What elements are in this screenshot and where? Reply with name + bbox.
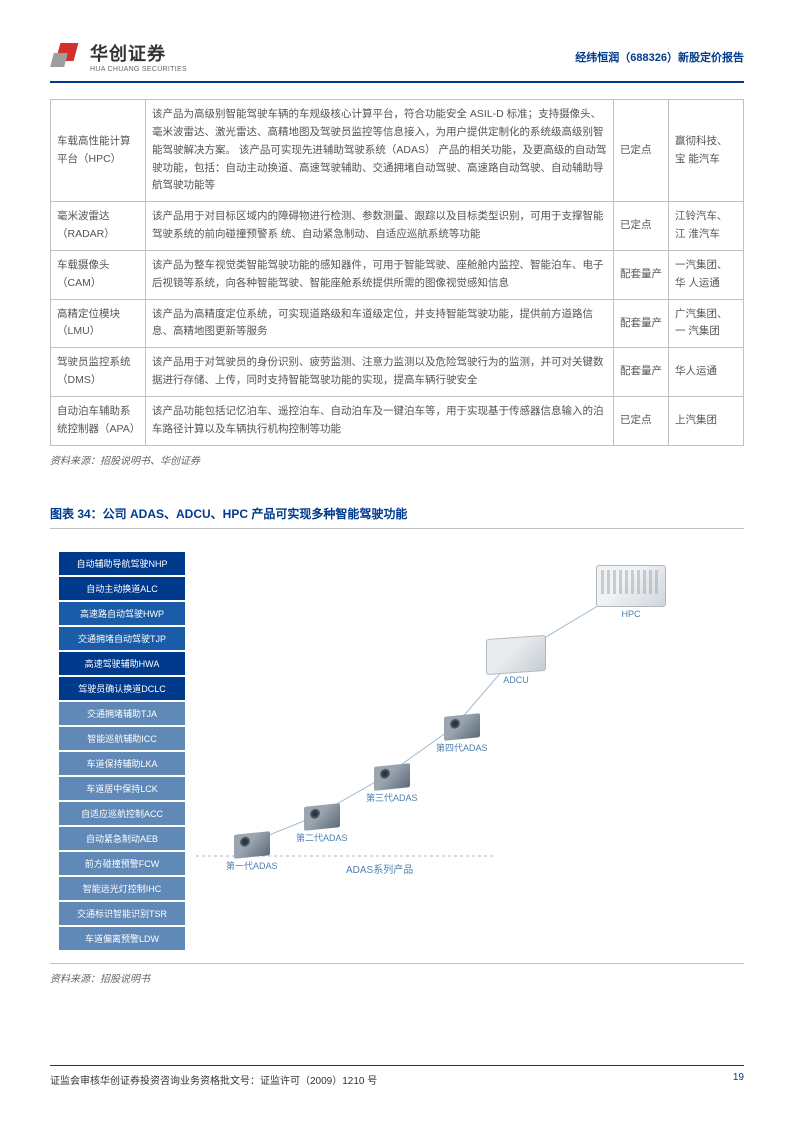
table-cell: 上汽集团 [669,396,744,445]
product-label: ADCU [503,675,529,685]
product-label: 第四代ADAS [436,741,488,754]
product-node-adas3: 第三代ADAS [366,765,418,804]
feature-item: 自动主动换道ALC [58,576,186,601]
feature-list: 自动辅助导航驾驶NHP自动主动换道ALC高速路自动驾驶HWP交通拥堵自动驾驶TJ… [58,551,186,951]
logo-cn: 华创证券 [90,40,187,66]
product-diagram: 第一代ADAS 第二代ADAS 第三代ADAS 第四代ADAS ADCU HPC ADAS系… [196,551,736,881]
product-label: 第三代ADAS [366,791,418,804]
header-divider [50,81,744,83]
feature-item: 驾驶员确认换道DCLC [58,676,186,701]
table-cell: 毫米波雷达（RADAR） [51,202,146,251]
table-cell: 广汽集团、一 汽集团 [669,299,744,348]
report-title: 经纬恒润（688326）新股定价报告 [575,49,744,65]
table-cell: 已定点 [614,100,669,202]
table-cell: 该产品用于对目标区域内的障碍物进行检测、参数测量、跟踪以及目标类型识别，可用于支… [146,202,614,251]
table-row: 高精定位模块（LMU）该产品为高精度定位系统，可实现道路级和车道级定位，并支持智… [51,299,744,348]
table-cell: 配套量产 [614,250,669,299]
product-label: HPC [621,609,640,619]
table-cell: 该产品功能包括记忆泊车、遥控泊车、自动泊车及一键泊车等，用于实现基于传感器信息输… [146,396,614,445]
product-node-adas1: 第一代ADAS [226,833,278,872]
product-label: 第一代ADAS [226,859,278,872]
feature-item: 前方碰撞预警FCW [58,851,186,876]
product-node-adas2: 第二代ADAS [296,805,348,844]
table-row: 自动泊车辅助系统控制器（APA）该产品功能包括记忆泊车、遥控泊车、自动泊车及一键… [51,396,744,445]
hpc-icon [596,565,666,607]
footer-text: 证监会审核华创证券投资咨询业务资格批文号：证监许可（2009）1210 号 [50,1072,377,1087]
table-cell: 自动泊车辅助系统控制器（APA） [51,396,146,445]
series-label: ADAS系列产品 [346,861,413,876]
feature-item: 智能远光灯控制IHC [58,876,186,901]
feature-item: 车道偏离预警LDW [58,926,186,951]
table-row: 车载高性能计算平台（HPC）该产品为高级别智能驾驶车辆的车规级核心计算平台，符合… [51,100,744,202]
table-cell: 已定点 [614,396,669,445]
feature-item: 车道居中保持LCK [58,776,186,801]
logo-area: 华创证券 HUA CHUANG SECURITIES [50,40,187,73]
products-table: 车载高性能计算平台（HPC）该产品为高级别智能驾驶车辆的车规级核心计算平台，符合… [50,99,744,446]
feature-item: 交通标识智能识别TSR [58,901,186,926]
page-number: 19 [733,1072,744,1087]
table-cell: 配套量产 [614,299,669,348]
adas-icon [234,831,270,859]
table-cell: 高精定位模块（LMU） [51,299,146,348]
feature-item: 高速驾驶辅助HWA [58,651,186,676]
table-cell: 赢彻科技、宝 能汽车 [669,100,744,202]
product-node-hpc: HPC [596,565,666,619]
feature-item: 车道保持辅助LKA [58,751,186,776]
table-cell: 已定点 [614,202,669,251]
logo-en: HUA CHUANG SECURITIES [90,66,187,73]
table-cell: 车载高性能计算平台（HPC） [51,100,146,202]
table-cell: 该产品为高级别智能驾驶车辆的车规级核心计算平台，符合功能安全 ASIL-D 标准… [146,100,614,202]
table-cell: 该产品用于对驾驶员的身份识别、疲劳监测、注意力监测以及危险驾驶行为的监测，并可对… [146,348,614,397]
feature-item: 交通拥堵自动驾驶TJP [58,626,186,651]
table-row: 毫米波雷达（RADAR）该产品用于对目标区域内的障碍物进行检测、参数测量、跟踪以… [51,202,744,251]
chart-source: 资料来源：招股说明书 [50,970,744,985]
feature-item: 自动辅助导航驾驶NHP [58,551,186,576]
feature-item: 交通拥堵辅助TJA [58,701,186,726]
table-cell: 一汽集团、华 人运通 [669,250,744,299]
table-source: 资料来源：招股说明书、华创证券 [50,452,744,467]
product-node-adcu: ADCU [486,637,546,685]
feature-item: 自动紧急制动AEB [58,826,186,851]
table-row: 车载摄像头（CAM）该产品为整车视觉类智能驾驶功能的感知器件，可用于智能驾驶、座… [51,250,744,299]
table-cell: 该产品为整车视觉类智能驾驶功能的感知器件，可用于智能驾驶、座舱舱内监控、智能泊车… [146,250,614,299]
chart-title: 图表 34：公司 ADAS、ADCU、HPC 产品可实现多种智能驾驶功能 [50,505,744,529]
company-logo-icon [50,41,82,73]
feature-item: 智能巡航辅助ICC [58,726,186,751]
feature-item: 高速路自动驾驶HWP [58,601,186,626]
table-cell: 该产品为高精度定位系统，可实现道路级和车道级定位，并支持智能驾驶功能，提供前方道… [146,299,614,348]
table-cell: 驾驶员监控系统（DMS） [51,348,146,397]
document-header: 华创证券 HUA CHUANG SECURITIES 经纬恒润（688326）新… [50,40,744,73]
adas-icon [304,803,340,831]
chart-container: 自动辅助导航驾驶NHP自动主动换道ALC高速路自动驾驶HWP交通拥堵自动驾驶TJ… [50,543,744,964]
product-label: 第二代ADAS [296,831,348,844]
table-row: 驾驶员监控系统（DMS）该产品用于对驾驶员的身份识别、疲劳监测、注意力监测以及危… [51,348,744,397]
table-cell: 江铃汽车、江 淮汽车 [669,202,744,251]
adas-icon [374,763,410,791]
feature-item: 自适应巡航控制ACC [58,801,186,826]
table-cell: 华人运通 [669,348,744,397]
page-footer: 证监会审核华创证券投资咨询业务资格批文号：证监许可（2009）1210 号 19 [50,1065,744,1087]
adas-icon [444,713,480,741]
product-node-adas4: 第四代ADAS [436,715,488,754]
table-cell: 车载摄像头（CAM） [51,250,146,299]
adcu-icon [486,635,546,675]
table-cell: 配套量产 [614,348,669,397]
logo-text: 华创证券 HUA CHUANG SECURITIES [90,40,187,73]
